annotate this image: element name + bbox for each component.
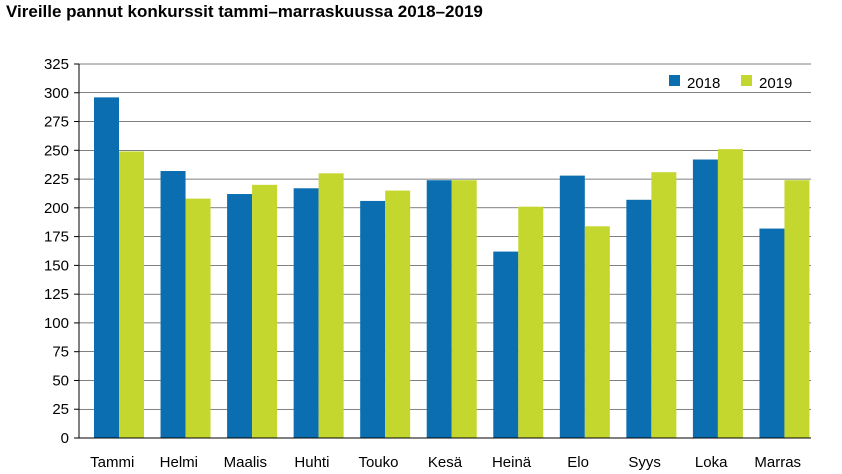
y-tick-label: 0 — [61, 430, 69, 447]
bar-2019-Maalis — [252, 184, 278, 438]
legend-label: 2019 — [759, 75, 792, 92]
x-tick-label: Loka — [695, 454, 728, 471]
bar-2019-Helmi — [185, 198, 211, 438]
x-tick-label: Huhti — [294, 454, 329, 471]
chart-title: Vireille pannut konkurssit tammi–marrask… — [6, 2, 483, 21]
bar-2018-Marras — [759, 228, 785, 438]
x-tick-label: Elo — [567, 454, 589, 471]
bar-2018-Elo — [559, 175, 585, 438]
y-tick-label: 225 — [44, 171, 69, 188]
bar-2018-Heinä — [493, 251, 519, 438]
y-tick-label: 300 — [44, 85, 69, 102]
y-tick-label: 200 — [44, 200, 69, 217]
x-tick-label: Helmi — [160, 454, 198, 471]
legend-swatch-2018 — [669, 75, 680, 86]
x-tick-label: Marras — [754, 454, 801, 471]
legend-swatch-2019 — [741, 75, 752, 86]
y-tick-label: 125 — [44, 286, 69, 303]
bar-2018-Kesä — [426, 180, 452, 438]
y-tick-label: 75 — [52, 344, 69, 361]
bar-2018-Tammi — [94, 97, 119, 438]
y-tick-label: 150 — [44, 257, 69, 274]
x-tick-label: Heinä — [492, 454, 532, 471]
legend: 2018 2019 — [669, 75, 792, 92]
y-tick-label: 100 — [44, 315, 69, 332]
x-tick-label: Kesä — [428, 454, 463, 471]
x-tick-label: Syys — [628, 454, 661, 471]
bars — [94, 97, 810, 439]
bar-2018-Maalis — [227, 194, 253, 438]
bar-2018-Huhti — [293, 188, 319, 438]
y-tick-label: 250 — [44, 142, 69, 159]
bar-2019-Marras — [784, 180, 810, 438]
axes: 0 25 50 75 100 125 150 175 200 225 250 275 300 325 Tam… — [44, 56, 811, 471]
y-tick-label: 25 — [52, 401, 69, 418]
legend-label: 2018 — [687, 75, 720, 92]
bar-2019-Huhti — [318, 173, 344, 439]
bar-2018-Syys — [626, 199, 652, 438]
x-tick-label: Touko — [358, 454, 398, 471]
bar-2018-Touko — [360, 200, 386, 438]
y-tick-label: 325 — [44, 56, 69, 73]
bar-2019-Touko — [385, 190, 411, 438]
bar-2018-Helmi — [160, 171, 186, 438]
y-tick-label: 175 — [44, 229, 69, 246]
y-tick-label: 50 — [52, 372, 69, 389]
bar-2018-Loka — [692, 159, 718, 438]
bar-2019-Elo — [584, 226, 610, 438]
bar-2019-Tammi — [119, 151, 144, 438]
bar-2019-Loka — [717, 149, 743, 438]
bar-2019-Heinä — [518, 206, 544, 438]
x-tick-label: Maalis — [224, 454, 267, 471]
y-tick-label: 275 — [44, 114, 69, 131]
bar-2019-Kesä — [451, 180, 477, 438]
bar-2019-Syys — [651, 172, 677, 438]
x-tick-label: Tammi — [90, 454, 134, 471]
